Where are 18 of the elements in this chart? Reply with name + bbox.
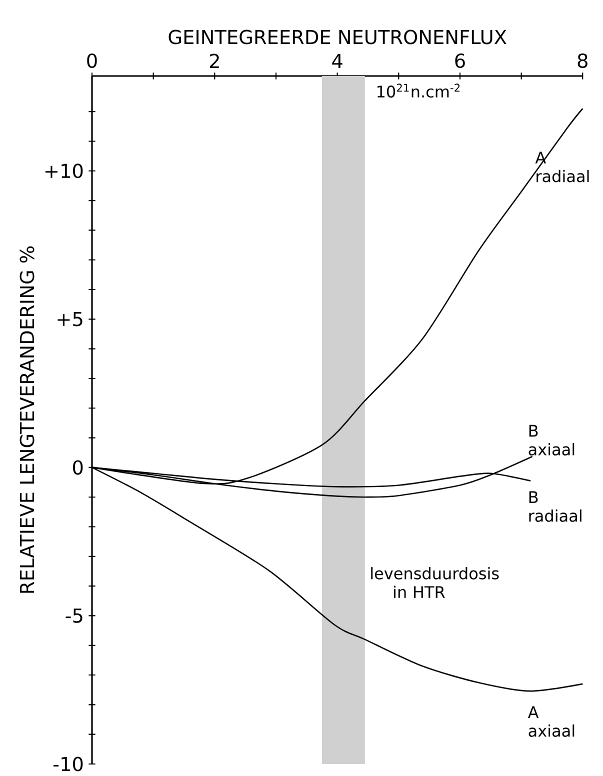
series-label: A axiaal <box>528 706 574 737</box>
x-tick-label: 0 <box>87 53 97 68</box>
y-axis-title: RELATIEVE LENGTEVERANDERING % <box>20 246 34 593</box>
y-tick-label: +10 <box>45 164 83 178</box>
series-label: B radiaal <box>529 491 582 522</box>
x-axis-title: GEINTEGREERDE NEUTRONENFLUX <box>168 30 506 44</box>
x-tick-label: 6 <box>455 53 465 68</box>
series-label: A radiaal <box>535 152 589 182</box>
x-tick-label: 4 <box>332 54 342 68</box>
y-tick-label: +5 <box>58 312 82 326</box>
annotation: 10$^{21}$n.cm$^{-2}$ <box>378 84 460 98</box>
band-label: levensduurdosis in HTR <box>371 567 499 598</box>
y-tick-label: -5 <box>66 608 82 623</box>
y-tick-label: -10 <box>54 756 83 772</box>
x-tick-label: 2 <box>210 54 219 68</box>
series-label: B axiaal <box>528 424 574 456</box>
x-tick-label: 8 <box>578 53 588 68</box>
y-tick-label: 0 <box>73 460 83 475</box>
